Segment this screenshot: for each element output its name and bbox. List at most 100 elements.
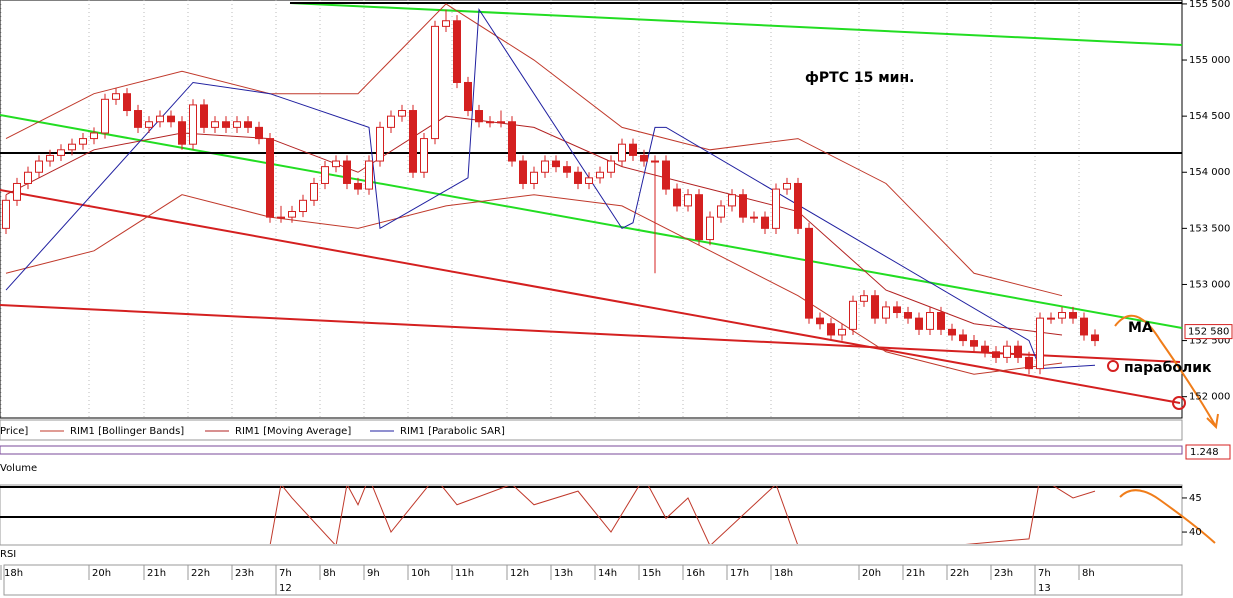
rsi-panel [0, 484, 1183, 546]
rsi-line [269, 486, 1096, 544]
y-tick-label: 154 500 [1189, 111, 1230, 122]
candle-body [618, 143, 626, 162]
date-label: 13 [1038, 583, 1051, 594]
candle-body [486, 121, 494, 124]
candle-body [222, 121, 230, 128]
candle-body [695, 194, 703, 241]
candle-body [453, 20, 461, 83]
candle-body [1091, 334, 1099, 342]
x-tick-label: 9h [367, 568, 380, 579]
chart-title: фРТС 15 мин. [805, 70, 914, 86]
candle-body [112, 93, 120, 100]
trend-line [0, 304, 1181, 363]
candle-body [178, 121, 186, 145]
candle-body [1047, 317, 1055, 320]
volume-panel [0, 445, 1183, 455]
candle-body [981, 345, 989, 353]
candle-body [145, 121, 153, 128]
candle-body [189, 104, 197, 145]
candle-body [13, 182, 21, 201]
y-tick-label: 153 000 [1189, 279, 1230, 290]
candle-body [420, 138, 428, 173]
candle-body [1036, 317, 1044, 370]
candle-body [783, 182, 791, 190]
candle-body [101, 98, 109, 134]
panel-label: Volume [0, 463, 37, 474]
price-label: 152 580 [1188, 327, 1229, 338]
x-tick-label: 22h [950, 568, 969, 579]
candle-body [431, 25, 439, 140]
volume-value: 1.248 [1190, 447, 1219, 458]
x-tick-label: 8h [323, 568, 336, 579]
candle-body [35, 160, 43, 173]
forecast-arrow [1119, 489, 1216, 544]
candle-body [860, 295, 868, 302]
panel-label: RSI [0, 549, 16, 560]
trend-line [0, 114, 1183, 329]
y-tick-label: 153 500 [1189, 223, 1230, 234]
candle-body [1069, 312, 1077, 319]
marker-circle [1107, 360, 1119, 372]
candle-body [750, 216, 758, 219]
x-tick-label: 11h [455, 568, 474, 579]
candle-body [519, 160, 527, 184]
candle-body [310, 182, 318, 201]
x-tick-label: 7h [279, 568, 292, 579]
candle-body [948, 328, 956, 336]
date-label: 12 [279, 583, 292, 594]
x-tick-label: 21h [147, 568, 166, 579]
candle-body [442, 20, 450, 27]
candle-body [838, 328, 846, 336]
forecast-arrow [1114, 314, 1216, 426]
candle-body [299, 199, 307, 213]
candle-body [354, 182, 362, 190]
x-tick-label: 16h [686, 568, 705, 579]
candle-body [57, 149, 65, 156]
y-tick-label: 154 000 [1189, 167, 1230, 178]
candle-body [90, 132, 98, 140]
candle-body [409, 110, 417, 173]
candle-body [904, 312, 912, 319]
x-tick-label: 13h [554, 568, 573, 579]
x-tick-label: 23h [994, 568, 1013, 579]
x-tick-label: 7h [1038, 568, 1051, 579]
candle-body [24, 171, 32, 184]
candle-body [607, 160, 615, 173]
candle-body [123, 93, 131, 112]
x-tick-label: 15h [642, 568, 661, 579]
candle-body [156, 115, 164, 123]
candle-body [321, 166, 329, 184]
candle-body [255, 126, 263, 140]
candle-body [563, 166, 571, 173]
candle-body [1025, 356, 1033, 370]
candle-body [640, 154, 648, 162]
legend-entry: RIM1 [Bollinger Bands] [70, 426, 184, 437]
legend-entry: Price] [0, 426, 28, 437]
time-axis [3, 564, 1183, 596]
x-tick-label: 18h [774, 568, 793, 579]
x-tick-label: 8h [1082, 568, 1095, 579]
candle-body [596, 171, 604, 179]
candle-body [497, 121, 505, 124]
x-tick-label: 21h [906, 568, 925, 579]
bollinger-lower [5, 194, 1063, 375]
price-box [1184, 324, 1233, 340]
candle-body [79, 138, 87, 145]
candle-body [1080, 317, 1088, 336]
x-tick-label: 17h [730, 568, 749, 579]
x-tick-label: 10h [411, 568, 430, 579]
candle-body [849, 300, 857, 330]
indicator-line [5, 8, 1096, 370]
legend-entry: RIM1 [Moving Average] [235, 426, 351, 437]
candle-body [739, 194, 747, 218]
candle-body [871, 295, 879, 319]
x-tick-label: 23h [235, 568, 254, 579]
rsi-tick-label: 40 [1189, 527, 1202, 538]
candle-body [937, 312, 945, 330]
candle-body [277, 216, 285, 219]
candle-body [343, 160, 351, 184]
candle-body [805, 227, 813, 319]
trend-line [0, 189, 1181, 404]
candle-body [464, 81, 472, 112]
